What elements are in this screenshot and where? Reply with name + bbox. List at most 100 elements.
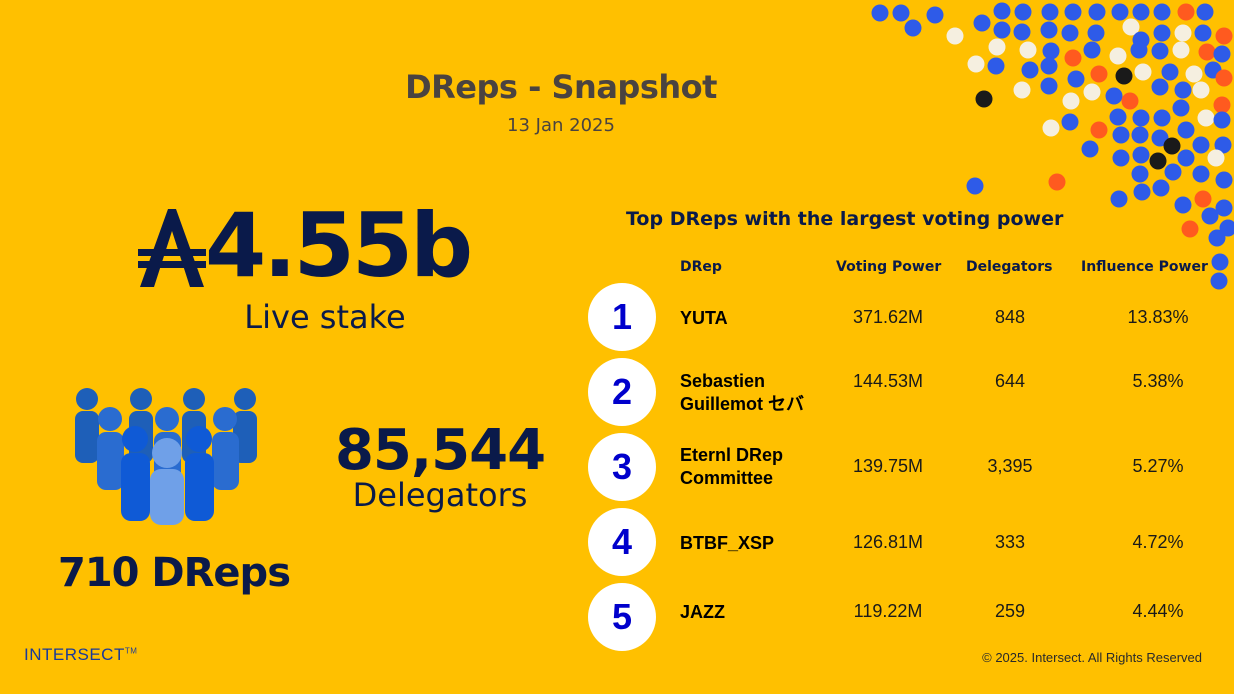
decorative-dot [1133, 183, 1151, 201]
decorative-dot [1014, 3, 1032, 21]
decorative-dot [1172, 99, 1190, 117]
decorative-dot [993, 2, 1011, 20]
decorative-dot [1198, 43, 1216, 61]
decorative-dot [1131, 126, 1149, 144]
decorative-dot [1185, 65, 1203, 83]
voting-power-cell: 139.75M [852, 456, 924, 476]
decorative-dot [1215, 171, 1233, 189]
influence-cell: 5.27% [1132, 456, 1184, 476]
decorative-dot [1194, 24, 1212, 42]
decorative-dot [1081, 140, 1099, 158]
decorative-dot [1153, 109, 1171, 127]
table-title: Top DReps with the largest voting power [626, 208, 1064, 230]
decorative-dot [1204, 61, 1222, 79]
decorative-dot [1213, 96, 1231, 114]
drep-name: Sebastien Guillemot セバ [680, 371, 805, 414]
table-row: 5 JAZZ 119.22M 259 4.44% [0, 583, 1234, 653]
decorative-dot [1181, 220, 1199, 238]
drep-count: 710 DReps [58, 550, 291, 596]
decorative-dot [1172, 41, 1190, 59]
decorative-dot [1087, 24, 1105, 42]
decorative-dot [1211, 253, 1229, 271]
decorative-dot [1214, 136, 1232, 154]
rank-badge: 3 [588, 433, 656, 501]
decorative-dot [904, 19, 922, 37]
influence-cell: 5.38% [1132, 371, 1184, 391]
copyright-notice: © 2025. Intersect. All Rights Reserved [982, 650, 1202, 665]
decorative-dot [1161, 63, 1179, 81]
decorative-dot [1208, 229, 1226, 247]
decorative-dot [1122, 18, 1140, 36]
decorative-dot [1194, 190, 1212, 208]
influence-cell: 4.72% [1132, 532, 1184, 552]
live-stake-label: Live stake [244, 298, 406, 336]
decorative-dot [1121, 92, 1139, 110]
decorative-dot [1048, 173, 1066, 191]
decorative-dot [1192, 81, 1210, 99]
decorative-dot [1019, 41, 1037, 59]
live-stake-value: 4.55b [205, 194, 473, 297]
table-row: 4 BTBF_XSP 126.81M 333 4.72% [0, 508, 1234, 578]
decorative-dot [1201, 207, 1219, 225]
decorative-dot [1110, 190, 1128, 208]
voting-power-cell: 371.62M [852, 307, 924, 327]
delegators-cell: 644 [994, 371, 1026, 391]
decorative-dot [1164, 163, 1182, 181]
delegators-cell: 3,395 [987, 456, 1033, 476]
table-row: 2 Sebastien Guillemot セバ 144.53M 644 5.3… [0, 358, 1234, 428]
logo-text: INTERSECT [24, 645, 125, 664]
decorative-dot [1151, 78, 1169, 96]
decorative-dot [1177, 121, 1195, 139]
decorative-dot [1207, 149, 1225, 167]
column-header-drep: DRep [680, 259, 722, 275]
decorative-dot [1151, 42, 1169, 60]
table-row: 1 YUTA 371.62M 848 13.83% [0, 283, 1234, 353]
logo-trademark: TM [124, 646, 138, 656]
decorative-dot [988, 38, 1006, 56]
delegators-cell: 848 [994, 307, 1026, 327]
decorative-dot [1088, 3, 1106, 21]
table-row: 3 Eternl DRep Committee 139.75M 3,395 5.… [0, 433, 1234, 503]
decorative-dot [1174, 196, 1192, 214]
influence-cell: 13.83% [1127, 307, 1189, 327]
drep-name: BTBF_XSP [680, 533, 775, 553]
column-header-voting-power: Voting Power [836, 259, 942, 275]
decorative-dot [1192, 136, 1210, 154]
decorative-dot [1174, 24, 1192, 42]
decorative-dot [1061, 24, 1079, 42]
drep-name: Eternl DRep Committee [680, 445, 784, 488]
intersect-logo: INTERSECTTM [24, 645, 137, 665]
decorative-dot [1149, 152, 1167, 170]
decorative-dot [1153, 24, 1171, 42]
rank-badge: 2 [588, 358, 656, 426]
delegators-value: 85,544 [334, 418, 546, 483]
decorative-dot [1042, 42, 1060, 60]
decorative-dot [973, 14, 991, 32]
decorative-dot [1041, 3, 1059, 21]
decorative-dot [1064, 3, 1082, 21]
voting-power-cell: 126.81M [852, 532, 924, 552]
decorative-dot [871, 4, 889, 22]
decorative-dot [1130, 41, 1148, 59]
decorative-dot [1131, 165, 1149, 183]
rank-badge: 5 [588, 583, 656, 651]
decorative-dot [1177, 149, 1195, 167]
rank-badge: 4 [588, 508, 656, 576]
decorative-dot [1177, 3, 1195, 21]
decorative-dot [926, 6, 944, 24]
decorative-dot [1040, 21, 1058, 39]
decorative-dot [1132, 31, 1150, 49]
delegators-label: Delegators [352, 476, 528, 514]
decorative-dot [1215, 69, 1233, 87]
decorative-dot [1064, 49, 1082, 67]
decorative-dot [1215, 199, 1233, 217]
drep-name: YUTA [680, 308, 728, 328]
decorative-dot [1083, 41, 1101, 59]
decorative-dot [892, 4, 910, 22]
decorative-dot [1219, 219, 1234, 237]
decorative-dot [1111, 3, 1129, 21]
decorative-dot [966, 177, 984, 195]
decorative-dot [1132, 109, 1150, 127]
page-title: DReps - Snapshot [405, 68, 717, 106]
delegators-cell: 259 [994, 601, 1026, 621]
